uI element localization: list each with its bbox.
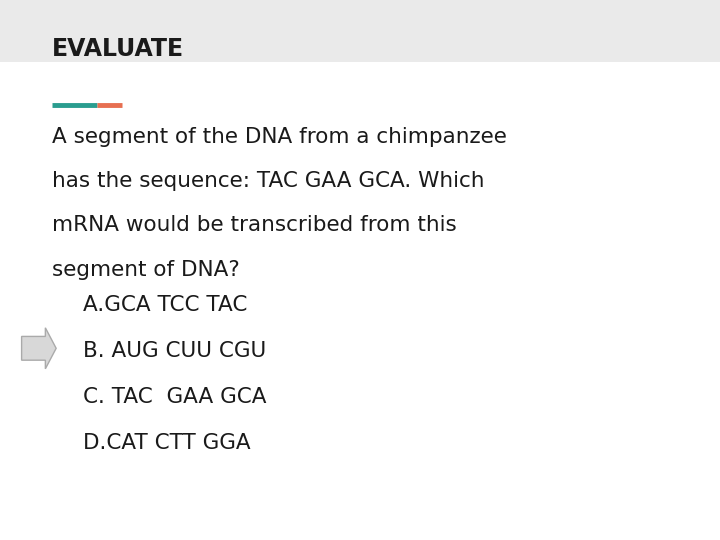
Text: C. TAC  GAA GCA: C. TAC GAA GCA: [83, 387, 266, 407]
Text: segment of DNA?: segment of DNA?: [52, 260, 240, 280]
Text: has the sequence: TAC GAA GCA. Which: has the sequence: TAC GAA GCA. Which: [52, 171, 485, 191]
Text: A.GCA TCC TAC: A.GCA TCC TAC: [83, 295, 247, 315]
Text: A segment of the DNA from a chimpanzee: A segment of the DNA from a chimpanzee: [52, 127, 507, 147]
Text: B. AUG CUU CGU: B. AUG CUU CGU: [83, 341, 266, 361]
Text: EVALUATE: EVALUATE: [52, 37, 184, 60]
Text: mRNA would be transcribed from this: mRNA would be transcribed from this: [52, 215, 456, 235]
Text: D.CAT CTT GGA: D.CAT CTT GGA: [83, 433, 251, 453]
